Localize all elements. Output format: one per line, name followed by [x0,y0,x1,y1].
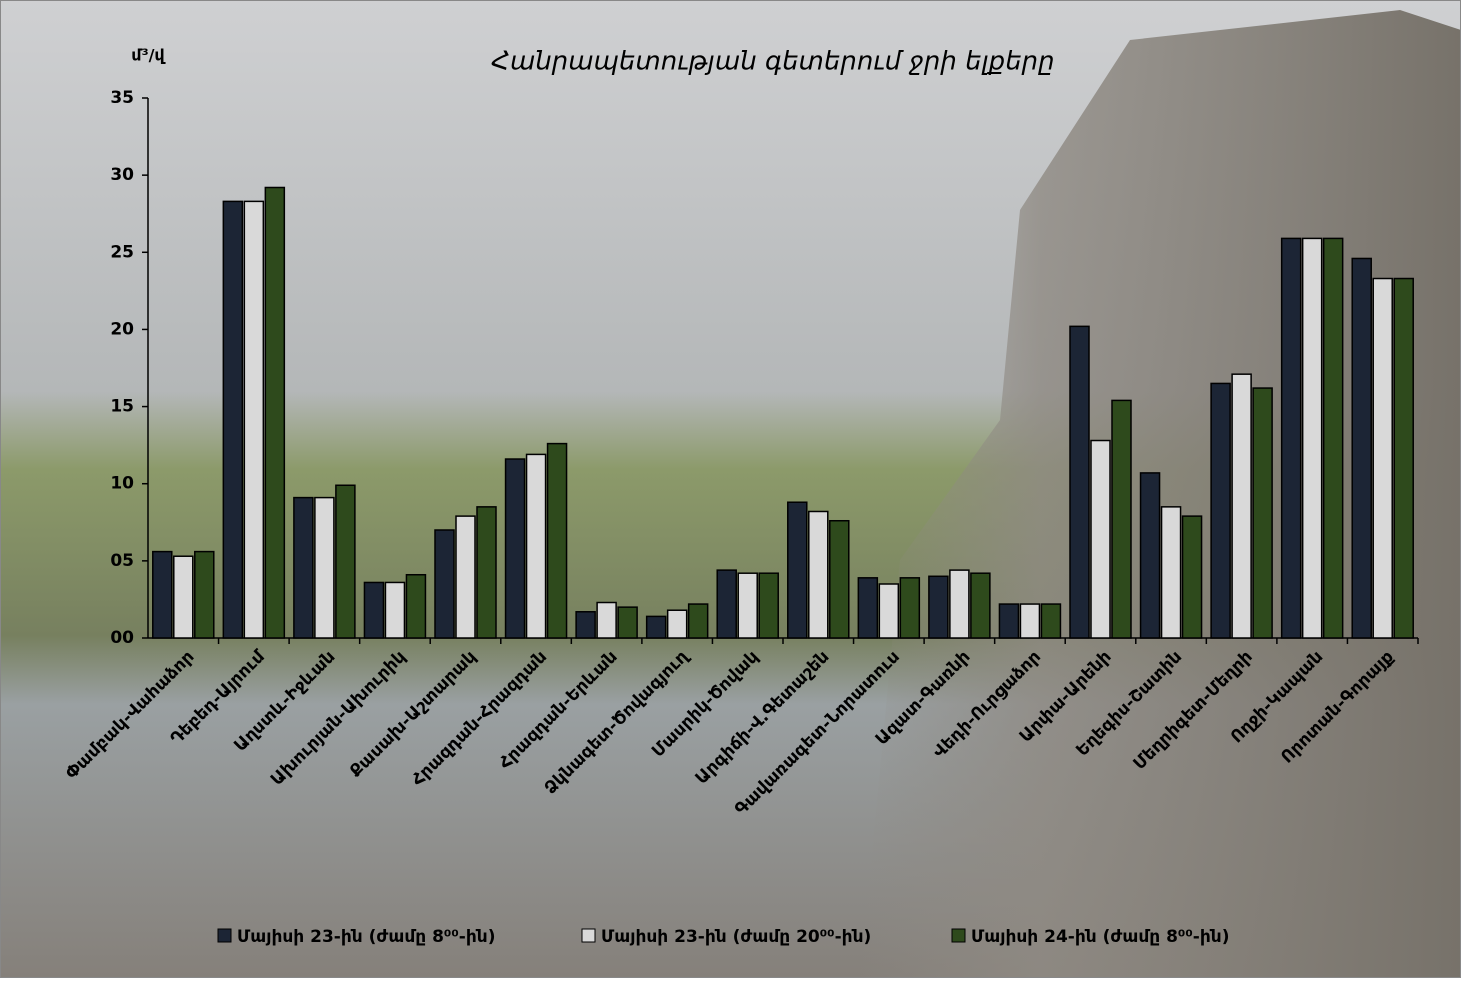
y-tick-label: 05 [110,551,134,571]
bar [808,510,829,639]
legend-swatch [951,928,966,943]
bar [1231,373,1252,639]
bar [1019,603,1041,639]
bar [596,601,617,639]
bar [173,555,194,639]
bar [1322,237,1344,639]
bar [293,496,314,639]
bar [363,581,385,639]
bar [405,573,427,639]
bar [928,575,949,639]
y-tick-label: 20 [110,319,134,339]
bar [264,186,286,639]
legend-swatch [581,928,596,943]
bar [829,519,850,639]
bar [687,603,709,639]
bar [455,515,476,639]
bar [1111,399,1132,639]
bar [998,603,1020,639]
bar [787,501,808,639]
bar [152,550,173,639]
legend-label: Մայիսի 23-ին (ժամը 8⁰⁰-ին) [237,927,495,947]
bar [335,484,356,639]
bar [1252,387,1273,639]
bar [476,506,497,639]
bar [575,611,596,639]
bar [1210,382,1231,639]
bar [666,609,688,639]
bar [1280,237,1302,639]
y-tick-label: 15 [110,397,134,417]
bar [504,458,526,639]
legend-label: Մայիսի 24-ին (ժամը 8⁰⁰-ին) [971,927,1229,947]
bar [1393,277,1414,639]
bar [1040,603,1062,639]
y-tick-label: 25 [110,242,134,262]
y-axis-label: մ³/վ [131,46,166,65]
legend-swatch [217,928,232,943]
bar [949,569,970,639]
bar [1351,257,1372,639]
bar [899,577,921,639]
bar [970,572,991,639]
bar [194,550,215,639]
bar [384,581,406,639]
bar [737,572,758,639]
bar [1181,515,1203,639]
bar [716,569,737,639]
y-tick-label: 10 [110,474,134,494]
bar [1090,439,1111,639]
bar [645,615,667,639]
bar [1372,277,1393,639]
bar [243,200,265,639]
legend-label: Մայիսի 23-ին (ժամը 20⁰⁰-ին) [601,927,871,947]
bar [857,577,879,639]
y-tick-label: 35 [110,88,134,108]
bar [1139,472,1161,639]
bar [758,572,779,639]
y-tick-label: 00 [110,628,134,648]
bar [878,583,900,639]
bar [525,453,547,639]
bar [1301,237,1323,639]
bar [546,442,568,639]
bar [314,496,335,639]
bar [434,529,455,639]
bar [1069,325,1090,639]
bar [617,606,638,639]
bar [1160,506,1182,639]
y-tick-label: 30 [110,165,134,185]
bar [222,200,244,639]
chart-title: Հանրապետության գետերում ջրի ելքերը [491,47,1054,77]
